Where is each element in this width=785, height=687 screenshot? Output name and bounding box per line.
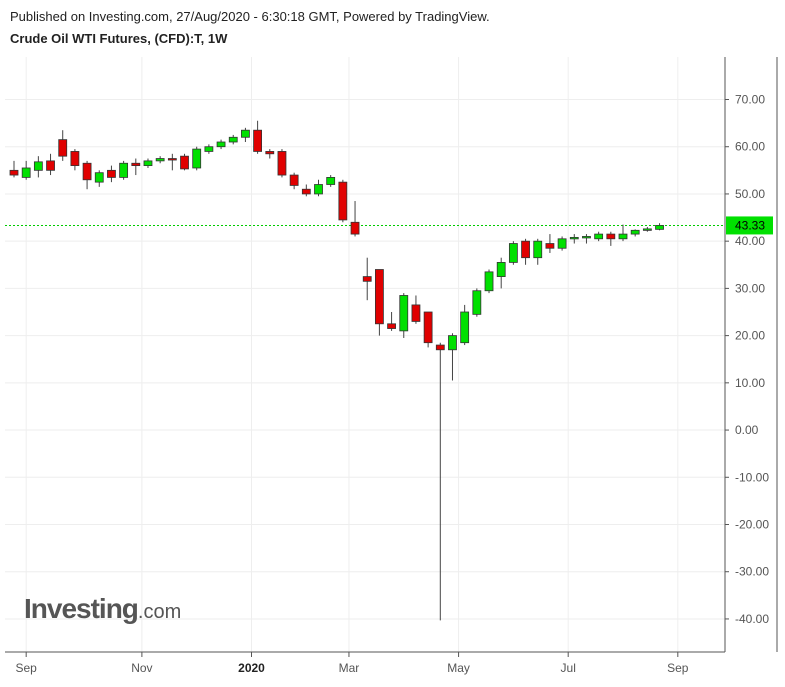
plot-area bbox=[5, 57, 725, 652]
candle-up[interactable] bbox=[569, 236, 579, 240]
last-price-label: 43.33 bbox=[735, 218, 765, 232]
candle-down[interactable] bbox=[131, 162, 141, 167]
candle-up[interactable] bbox=[594, 233, 604, 240]
candle-down[interactable] bbox=[545, 243, 555, 249]
candle-down[interactable] bbox=[82, 162, 92, 181]
candle-down[interactable] bbox=[253, 129, 263, 152]
candle-up[interactable] bbox=[33, 161, 43, 171]
y-tick-label: 30.00 bbox=[735, 281, 765, 295]
candle-down[interactable] bbox=[521, 240, 530, 259]
candle-up[interactable] bbox=[557, 238, 567, 249]
x-tick-label: Nov bbox=[131, 661, 152, 675]
candle-down[interactable] bbox=[180, 155, 189, 170]
candle-up[interactable] bbox=[496, 262, 506, 277]
candle-down[interactable] bbox=[362, 276, 372, 282]
x-tick-label: May bbox=[447, 661, 470, 675]
candle-up[interactable] bbox=[143, 160, 153, 167]
published-note: Published on Investing.com, 27/Aug/2020 … bbox=[10, 9, 490, 24]
candle-up[interactable] bbox=[314, 184, 323, 195]
candle-down[interactable] bbox=[387, 323, 396, 329]
candle-up[interactable] bbox=[484, 271, 494, 292]
y-tick-label: -10.00 bbox=[735, 470, 769, 484]
candle-down[interactable] bbox=[374, 269, 384, 325]
candle-up[interactable] bbox=[155, 158, 165, 162]
candle-down[interactable] bbox=[46, 160, 55, 171]
y-tick-label: 50.00 bbox=[735, 187, 765, 201]
y-tick-label: 0.00 bbox=[735, 423, 759, 437]
last-price-badge bbox=[726, 216, 773, 235]
candle-up[interactable] bbox=[630, 229, 640, 235]
candle-up[interactable] bbox=[472, 290, 482, 315]
logo-suffix: .com bbox=[137, 601, 182, 623]
x-tick-label: Jul bbox=[561, 661, 576, 675]
candle-up[interactable] bbox=[460, 311, 470, 344]
candle-down[interactable] bbox=[277, 151, 287, 176]
candle-up[interactable] bbox=[204, 146, 214, 152]
candle-down[interactable] bbox=[301, 188, 311, 195]
candle-up[interactable] bbox=[326, 177, 336, 185]
x-tick-label: Sep bbox=[667, 661, 689, 675]
y-tick-label: 60.00 bbox=[735, 140, 765, 154]
y-tick-label: 70.00 bbox=[735, 93, 765, 107]
candle-up[interactable] bbox=[642, 228, 652, 231]
candle-up[interactable] bbox=[21, 167, 31, 178]
candle-up[interactable] bbox=[533, 240, 543, 259]
candle-down[interactable] bbox=[350, 221, 360, 235]
candle-up[interactable] bbox=[399, 295, 409, 332]
candle-up[interactable] bbox=[216, 141, 226, 148]
candle-down[interactable] bbox=[265, 151, 275, 155]
investing-logo: Investing.com bbox=[24, 593, 181, 625]
chart-header: Published on Investing.com, 27/Aug/2020 … bbox=[10, 8, 490, 48]
candle-down[interactable] bbox=[167, 158, 177, 161]
candle-up[interactable] bbox=[192, 148, 202, 169]
candle-up[interactable] bbox=[582, 236, 591, 239]
candle-down[interactable] bbox=[70, 151, 80, 167]
x-tick-label: Mar bbox=[339, 661, 360, 675]
candle-down[interactable] bbox=[423, 311, 433, 344]
candle-up[interactable] bbox=[655, 225, 664, 230]
y-tick-label: 40.00 bbox=[735, 234, 765, 248]
y-tick-label: -40.00 bbox=[735, 612, 769, 626]
candle-down[interactable] bbox=[435, 344, 445, 351]
candle-down[interactable] bbox=[289, 174, 299, 186]
candle-down[interactable] bbox=[58, 139, 68, 157]
candle-down[interactable] bbox=[411, 304, 421, 322]
x-tick-label: Sep bbox=[16, 661, 38, 675]
candle-up[interactable] bbox=[119, 162, 129, 178]
candle-down[interactable] bbox=[606, 233, 616, 240]
y-tick-label: -20.00 bbox=[735, 518, 769, 532]
candle-up[interactable] bbox=[618, 233, 628, 240]
candle-up[interactable] bbox=[94, 172, 104, 183]
y-tick-label: -30.00 bbox=[735, 565, 769, 579]
candle-up[interactable] bbox=[241, 129, 250, 138]
candle-down[interactable] bbox=[107, 169, 116, 178]
y-tick-label: 10.00 bbox=[735, 376, 765, 390]
candle-up[interactable] bbox=[228, 136, 238, 143]
x-tick-label: 2020 bbox=[238, 661, 265, 675]
candle-up[interactable] bbox=[508, 243, 518, 263]
candle-down[interactable] bbox=[9, 169, 19, 176]
y-tick-label: 20.00 bbox=[735, 329, 765, 343]
candle-up[interactable] bbox=[448, 335, 457, 351]
candle-down[interactable] bbox=[338, 181, 348, 221]
chart-title: Crude Oil WTI Futures, (CFD):T, 1W bbox=[10, 31, 228, 46]
logo-text: Investing bbox=[24, 593, 139, 624]
